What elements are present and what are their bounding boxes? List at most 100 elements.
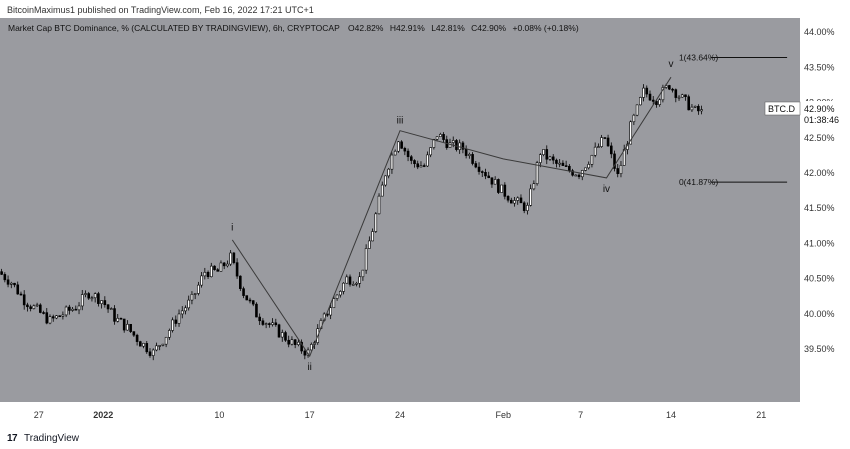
candle-body — [455, 140, 458, 150]
candle-body — [645, 87, 649, 95]
candle — [97, 291, 100, 307]
candle — [671, 87, 674, 93]
candle-body — [158, 345, 161, 347]
candle-body — [587, 164, 591, 169]
candle — [293, 339, 297, 349]
candle-body — [380, 184, 384, 197]
candle-body — [606, 137, 610, 147]
candle — [590, 154, 594, 168]
price-tag-countdown: 01:38:46 — [804, 115, 839, 125]
candle — [571, 168, 574, 177]
candle-body — [151, 349, 155, 356]
x-tick-label: 27 — [34, 410, 44, 420]
candle-body — [109, 308, 113, 310]
candle — [639, 96, 642, 106]
candle — [113, 305, 116, 325]
elliott-wave-line[interactable] — [231, 76, 672, 358]
candle-body — [161, 343, 165, 346]
footer: 17 TradingView — [0, 427, 850, 449]
candle-body — [639, 97, 642, 106]
candle-body — [674, 89, 678, 98]
candle — [348, 274, 352, 287]
legend-l-value: 42.81% — [436, 23, 465, 33]
candle-body — [609, 145, 613, 155]
candle — [558, 159, 561, 168]
candle — [248, 297, 252, 304]
candle-body — [509, 199, 513, 204]
candle — [597, 143, 600, 148]
candle-body — [474, 163, 478, 168]
wave-label: i — [231, 222, 233, 233]
candle — [406, 148, 410, 162]
candle-body — [668, 85, 671, 90]
candle-body — [13, 282, 16, 286]
candle — [645, 85, 649, 98]
candle-body — [542, 149, 545, 155]
candle — [48, 314, 52, 325]
candle-body — [303, 350, 307, 356]
candle — [432, 138, 436, 150]
candle — [103, 296, 107, 308]
candle — [513, 196, 516, 207]
candle-body — [206, 271, 210, 278]
candle — [577, 173, 581, 180]
candle — [477, 162, 481, 175]
candle — [651, 96, 655, 105]
time-axis[interactable] — [0, 402, 800, 427]
y-axis-ticks: 39.50% 40.00% 40.50% 41.00% 41.50% 42.00% 42.5… — [804, 27, 835, 354]
candle — [500, 184, 503, 193]
published-text: BitcoinMaximus1 published on TradingView… — [7, 5, 314, 15]
candle — [87, 291, 91, 300]
candle — [522, 201, 526, 214]
candle — [661, 84, 665, 103]
chart-area[interactable]: 1(43.64%) 0(41.87%) i ii iii iv v 39.50% 40.00… — [0, 18, 850, 427]
candle — [490, 177, 494, 188]
candle-body — [190, 294, 194, 301]
candle — [329, 302, 332, 320]
candle — [51, 314, 55, 322]
candle-body — [661, 87, 665, 101]
candle — [619, 161, 623, 178]
candle-body — [671, 88, 674, 91]
candle — [484, 168, 487, 180]
candle-body — [339, 291, 342, 296]
candle-body — [548, 156, 552, 160]
price-axis[interactable] — [800, 18, 850, 427]
candle-body — [280, 332, 284, 338]
candle — [600, 134, 603, 148]
candle — [100, 300, 103, 309]
price-tag[interactable]: BTC.D 42.90% 01:38:46 — [764, 101, 847, 125]
candle-body — [22, 294, 26, 306]
candle — [345, 274, 349, 284]
candle — [342, 282, 345, 295]
candle — [93, 292, 97, 303]
candle — [335, 294, 339, 301]
candle-body — [258, 316, 261, 322]
candle-body — [64, 306, 68, 316]
candle-body — [171, 319, 174, 331]
candle-body — [116, 317, 120, 322]
candle — [632, 113, 636, 126]
candle-body — [45, 312, 49, 324]
candle — [635, 104, 639, 117]
candle — [606, 134, 610, 147]
candle — [487, 171, 491, 179]
candle-body — [490, 177, 494, 185]
candle — [677, 95, 681, 101]
candle-body — [235, 262, 239, 277]
candle-body — [464, 149, 468, 156]
candle — [503, 182, 507, 200]
candle-body — [29, 306, 32, 309]
candle — [193, 293, 197, 300]
candle-body — [377, 195, 381, 215]
candle — [119, 317, 123, 320]
candle-body — [593, 146, 597, 156]
candle — [668, 84, 671, 91]
candle-body — [409, 156, 413, 161]
candle-body — [655, 101, 658, 105]
candle — [184, 305, 187, 315]
candle — [561, 160, 565, 166]
candle-body — [503, 184, 507, 197]
candle — [268, 322, 271, 328]
